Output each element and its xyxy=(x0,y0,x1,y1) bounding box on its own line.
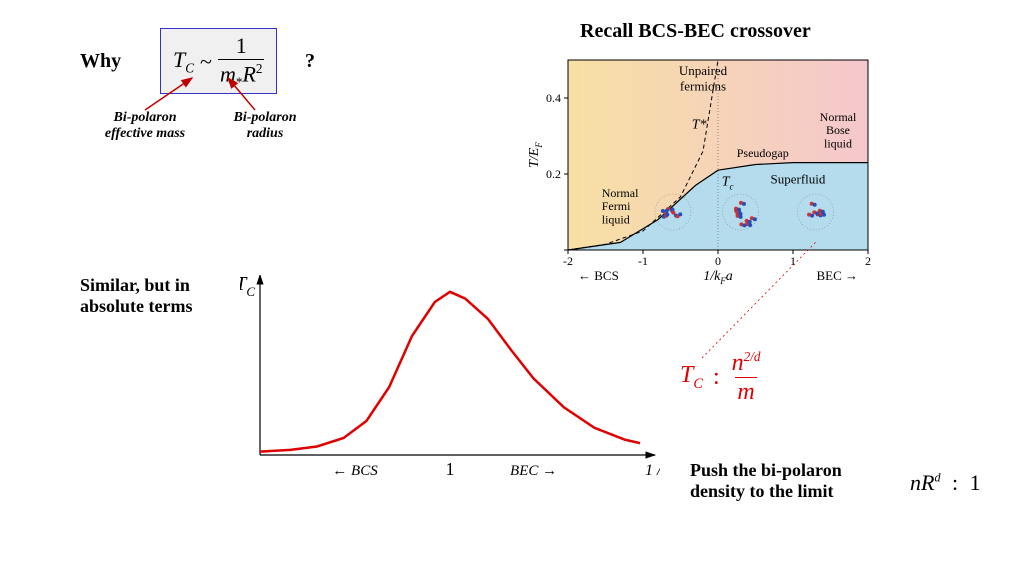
rf-exp: 2/d xyxy=(744,349,761,364)
nr-one: 1 xyxy=(970,470,981,495)
svg-text:-2: -2 xyxy=(563,254,573,268)
svg-text:0.4: 0.4 xyxy=(546,91,561,105)
red-tc-formula: TC : n2/d m xyxy=(680,350,763,404)
left-arrow-l2: effective mass xyxy=(95,126,195,142)
svg-text:BEC →: BEC → xyxy=(816,268,858,283)
rf-T: T xyxy=(680,362,693,388)
svg-text:Fermi: Fermi xyxy=(602,199,631,213)
svg-text:T*: T* xyxy=(692,117,707,132)
svg-text:1: 1 xyxy=(790,254,796,268)
svg-text:Superfluid: Superfluid xyxy=(771,172,826,187)
svg-text:-1: -1 xyxy=(638,254,648,268)
svg-text:0: 0 xyxy=(715,254,721,268)
left-arrow-l1: Bi-polaron xyxy=(95,110,195,126)
push-l2: density to the limit xyxy=(690,481,842,502)
svg-text:T/EF: T/EF xyxy=(527,142,544,168)
nr-formula: nRd : 1 xyxy=(910,470,981,496)
svg-text:BEC →: BEC → xyxy=(510,463,557,479)
svg-text:fermions: fermions xyxy=(680,78,726,93)
right-arrow-l2: radius xyxy=(220,126,310,142)
svg-text:← BCS: ← BCS xyxy=(332,463,378,479)
tc-curve-plot: TC 1 ← BCS BEC → 1 / kFR xyxy=(240,275,660,505)
left-arrow-label: Bi-polaron effective mass xyxy=(95,110,195,142)
svg-text:1: 1 xyxy=(446,459,455,479)
svg-text:1/kFa: 1/kFa xyxy=(703,269,733,285)
svg-text:Normal: Normal xyxy=(602,186,639,200)
header-right: Recall BCS-BEC crossover xyxy=(580,20,811,43)
nr-colon: : xyxy=(946,470,964,495)
nr-R: R xyxy=(921,470,934,495)
phase-diagram: -2-10120.20.41/kFa← BCSBEC →T/EFUnpaired… xyxy=(518,50,888,285)
annotation-arrows xyxy=(100,70,320,115)
svg-text:2: 2 xyxy=(865,254,871,268)
similar-l1: Similar, but in xyxy=(80,275,192,296)
similar-text: Similar, but in absolute terms xyxy=(80,275,192,317)
right-arrow-l1: Bi-polaron xyxy=(220,110,310,126)
svg-text:liquid: liquid xyxy=(824,136,852,150)
rf-C: C xyxy=(693,375,703,391)
similar-l2: absolute terms xyxy=(80,296,192,317)
push-l1: Push the bi-polaron xyxy=(690,460,842,481)
right-arrow-label: Bi-polaron radius xyxy=(220,110,310,142)
frac-num: 1 xyxy=(234,35,249,59)
svg-text:Bose: Bose xyxy=(826,123,850,137)
svg-text:1 / kFR: 1 / kFR xyxy=(645,462,660,483)
svg-text:0.2: 0.2 xyxy=(546,167,561,181)
nr-n: n xyxy=(910,470,921,495)
svg-text:Unpaired: Unpaired xyxy=(679,63,728,78)
rf-n: n xyxy=(732,350,744,376)
svg-text:Pseudogap: Pseudogap xyxy=(737,146,789,160)
push-text: Push the bi-polaron density to the limit xyxy=(690,460,842,502)
rf-colon: : xyxy=(713,364,720,391)
svg-text:Normal: Normal xyxy=(820,110,857,124)
rf-m: m xyxy=(737,379,754,405)
tc-T: T xyxy=(173,47,185,72)
svg-text:TC: TC xyxy=(240,275,255,299)
nr-exp: d xyxy=(934,471,940,485)
svg-text:liquid: liquid xyxy=(602,212,630,226)
